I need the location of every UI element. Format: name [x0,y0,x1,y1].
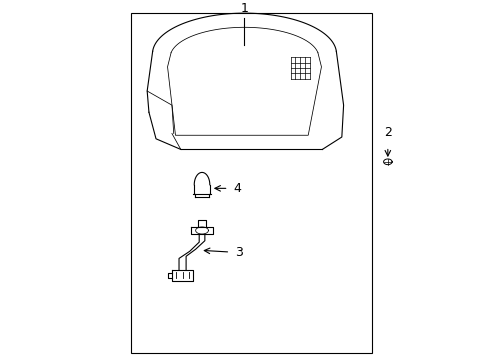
Text: 3: 3 [234,246,243,258]
Text: 2: 2 [383,126,391,139]
Text: 4: 4 [233,182,241,195]
Bar [131,13,371,353]
Text: 1: 1 [240,2,248,15]
